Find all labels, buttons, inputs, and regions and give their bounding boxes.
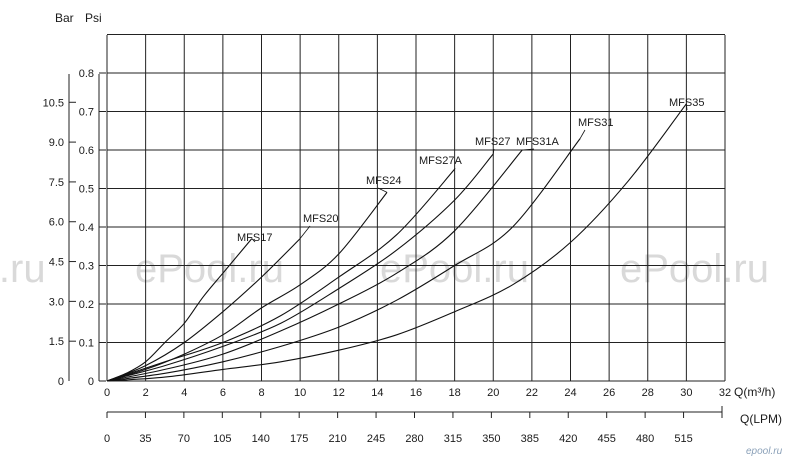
watermark-text: l.ru xyxy=(0,247,46,291)
x-tick-label: 10 xyxy=(294,387,306,399)
series-label-leader xyxy=(492,148,495,154)
bar-tick-label: 0.5 xyxy=(79,184,94,196)
bar-tick-label: 0.8 xyxy=(79,68,94,80)
x-tick-label: 16 xyxy=(410,387,422,399)
x-tick-label: 30 xyxy=(680,387,692,399)
series-label-mfs27a: MFS27A xyxy=(419,155,462,167)
series-label-mfs17: MFS17 xyxy=(237,232,272,244)
bar-tick-label: 0.1 xyxy=(79,338,94,350)
lpm-tick-label: 210 xyxy=(328,433,346,445)
psi-tick-label: 6.0 xyxy=(49,217,64,229)
lpm-tick-label: 420 xyxy=(559,433,577,445)
series-line-mfs24 xyxy=(106,192,388,382)
psi-tick-label: 4.5 xyxy=(49,257,64,269)
series-label-mfs31: MFS31 xyxy=(578,117,613,129)
x-tick-label: 4 xyxy=(181,387,187,399)
series-line-mfs27 xyxy=(106,153,494,382)
lpm-tick-label: 245 xyxy=(367,433,385,445)
x-tick-label: 22 xyxy=(526,387,538,399)
x-tick-label: 18 xyxy=(449,387,461,399)
x-tick-label: 26 xyxy=(603,387,615,399)
series-line-mfs17 xyxy=(106,238,253,382)
series-label-mfs35: MFS35 xyxy=(669,97,704,109)
bar-tick-label: 0.7 xyxy=(79,107,94,119)
x-tick-label: 28 xyxy=(642,387,654,399)
psi-tick-label: 3.0 xyxy=(49,296,64,308)
chart-axes: 0 0.1 0.2 0.3 0.4 0.5 0.6 0.7 0.8 1.5 3.0 4.5 6.0 7.5… xyxy=(43,68,732,445)
lpm-tick-label: 0 xyxy=(104,433,110,445)
series-label-leader xyxy=(251,238,256,243)
x-tick-label: 32 xyxy=(719,387,731,399)
lpm-tick-label: 385 xyxy=(521,433,539,445)
bar-tick-label: 0.3 xyxy=(79,261,94,273)
chart-series xyxy=(106,103,687,382)
lpm-tick-label: 140 xyxy=(252,433,270,445)
x-tick-label: 8 xyxy=(258,387,264,399)
series-line-mfs35 xyxy=(106,103,687,382)
x-tick-label: 24 xyxy=(564,387,576,399)
series-line-mfs31a xyxy=(106,149,523,382)
x-tick-label: 20 xyxy=(487,387,499,399)
psi-tick-label: 10.5 xyxy=(43,97,64,109)
x-axis-secondary-label: Q(LPM) xyxy=(740,412,782,426)
lpm-tick-label: 315 xyxy=(444,433,462,445)
y-zero-label: 0 xyxy=(58,376,64,388)
psi-tick-label: 9.0 xyxy=(49,137,64,149)
lpm-tick-label: 280 xyxy=(405,433,423,445)
series-label-mfs24: MFS24 xyxy=(366,175,401,187)
lpm-tick-label: 480 xyxy=(636,433,654,445)
bar-unit-label: Bar xyxy=(55,11,74,25)
lpm-tick-label: 350 xyxy=(482,433,500,445)
watermark-text: ePool.ru xyxy=(135,247,284,291)
watermark-text: ePool.ru xyxy=(620,247,769,291)
psi-unit-label: Psi xyxy=(85,11,102,25)
bar-tick-label: 0.2 xyxy=(79,299,94,311)
logo-text: epool.ru xyxy=(746,446,783,457)
series-line-mfs20 xyxy=(106,238,301,382)
bar-tick-label: 0.4 xyxy=(79,222,94,234)
series-label-leader xyxy=(522,148,535,151)
series-line-mfs27a xyxy=(106,168,456,382)
bar-tick-label: 0.6 xyxy=(79,145,94,157)
lpm-tick-label: 455 xyxy=(598,433,616,445)
series-label-mfs31a: MFS31A xyxy=(516,136,559,148)
series-label-leader xyxy=(299,225,311,239)
lpm-tick-label: 515 xyxy=(674,433,692,445)
x-tick-label: 2 xyxy=(143,387,149,399)
series-label-leader xyxy=(579,129,586,139)
x-axis-label: Q(m³/h) xyxy=(734,385,775,399)
bar-tick-label: 0 xyxy=(88,376,94,388)
series-label-mfs27: MFS27 xyxy=(475,136,510,148)
x-tick-label: 14 xyxy=(371,387,383,399)
lpm-tick-label: 175 xyxy=(290,433,308,445)
series-label-leader xyxy=(377,187,388,193)
series-label-leader xyxy=(685,103,688,111)
lpm-tick-label: 105 xyxy=(213,433,231,445)
lpm-tick-label: 35 xyxy=(139,433,151,445)
chart-grid xyxy=(106,34,726,382)
series-line-mfs31 xyxy=(106,138,581,382)
lpm-tick-label: 70 xyxy=(178,433,190,445)
x-tick-label: 12 xyxy=(333,387,345,399)
x-tick-label: 0 xyxy=(104,387,110,399)
psi-tick-label: 1.5 xyxy=(49,336,64,348)
x-tick-label: 6 xyxy=(220,387,226,399)
series-label-mfs20: MFS20 xyxy=(303,213,338,225)
chart-labels: MFS17 MFS20 MFS24 MFS27A MFS27 MFS31A MFS31 MFS… xyxy=(237,97,704,244)
psi-tick-label: 7.5 xyxy=(49,177,64,189)
